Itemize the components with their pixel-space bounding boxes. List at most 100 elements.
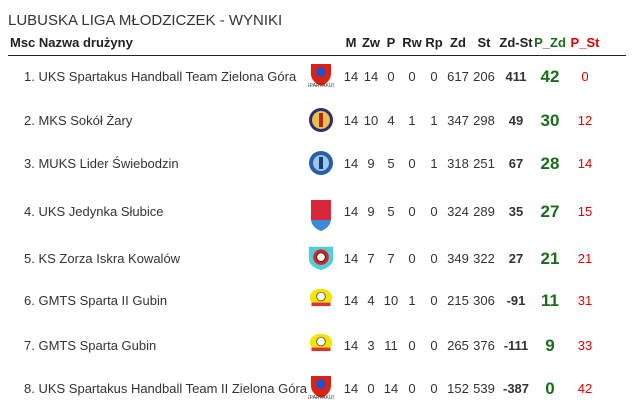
team-name: 8. UKS Spartakus Handball Team II Zielon…: [24, 381, 308, 396]
cell-m: 14: [343, 156, 359, 171]
cell-zdst: 35: [508, 204, 524, 219]
cell-rp: 0: [430, 204, 438, 219]
cell-pzd: 21: [540, 249, 560, 268]
cell-rw: 1: [408, 293, 416, 308]
cell-zw: 9: [367, 156, 375, 171]
spartakus-logo-icon: SPARTAKUS: [306, 63, 336, 89]
cell-m: 14: [343, 381, 359, 396]
cell-zw: 10: [363, 113, 379, 128]
header-p: P: [386, 35, 396, 50]
svg-text:SPARTAKUS: SPARTAKUS: [308, 83, 334, 89]
team-name: 4. UKS Jedynka Słubice: [24, 204, 164, 219]
header-st: St: [477, 35, 491, 50]
cell-rw: 1: [408, 113, 416, 128]
cell-m: 14: [343, 204, 359, 219]
cell-zw: 4: [367, 293, 375, 308]
header-zw: Zw: [361, 35, 381, 50]
cell-rw: 0: [408, 69, 416, 84]
cell-rw: 0: [408, 156, 416, 171]
cell-pzd: 28: [540, 154, 560, 173]
team-name: 5. KS Zorza Iskra Kowalów: [24, 251, 181, 266]
cell-p: 11: [384, 338, 398, 353]
header-divider: [8, 55, 626, 56]
cell-zdst: 27: [508, 251, 524, 266]
cell-rp: 1: [430, 156, 438, 171]
cell-m: 14: [343, 69, 359, 84]
svg-text:SPARTAKUS: SPARTAKUS: [308, 395, 334, 401]
header-m: M: [345, 35, 357, 50]
header-pst: P_St: [570, 35, 600, 50]
team-name: 6. GMTS Sparta II Gubin: [24, 293, 168, 308]
cell-rw: 0: [408, 381, 416, 396]
cell-st: 206: [473, 69, 495, 84]
cell-p: 7: [387, 251, 395, 266]
cell-zw: 14: [363, 69, 379, 84]
cell-zd: 349: [447, 251, 469, 266]
cell-zw: 9: [367, 204, 375, 219]
cell-zd: 265: [447, 338, 469, 353]
cell-zdst: 49: [508, 113, 524, 128]
cell-pst: 15: [577, 204, 593, 219]
cell-p: 0: [387, 69, 395, 84]
cell-p: 5: [387, 204, 395, 219]
cell-pst: 31: [577, 293, 593, 308]
header-zd: Zd: [450, 35, 466, 50]
sparta-logo-icon: [308, 332, 334, 358]
cell-st: 322: [473, 251, 495, 266]
cell-rp: 0: [430, 381, 438, 396]
cell-zd: 215: [447, 293, 469, 308]
cell-pst: 42: [577, 381, 593, 396]
cell-zw: 7: [367, 251, 375, 266]
cell-p: 4: [387, 113, 395, 128]
cell-pzd: 0: [545, 379, 555, 398]
cell-zdst: -111: [503, 338, 529, 353]
cell-st: 376: [473, 338, 495, 353]
cell-pst: 21: [577, 251, 593, 266]
cell-pst: 14: [577, 156, 593, 171]
cell-pst: 33: [577, 338, 593, 353]
cell-m: 14: [343, 293, 359, 308]
spartakus-logo-icon: SPARTAKUS: [306, 375, 336, 401]
cell-zd: 318: [447, 156, 469, 171]
cell-pzd: 42: [540, 67, 560, 86]
cell-p: 14: [383, 381, 399, 396]
cell-zd: 617: [447, 69, 469, 84]
team-name: 3. MUKS Lider Świebodzin: [24, 156, 179, 171]
cell-zdst: -91: [506, 293, 526, 308]
cell-m: 14: [343, 113, 359, 128]
cell-rp: 1: [430, 113, 438, 128]
cell-zw: 0: [367, 381, 375, 396]
cell-rw: 0: [408, 338, 416, 353]
cell-pzd: 11: [541, 291, 559, 310]
header-rp: Rp: [425, 35, 443, 50]
zorza-logo-icon: [308, 245, 334, 271]
team-name: 2. MKS Sokół Żary: [24, 113, 133, 128]
cell-st: 251: [473, 156, 495, 171]
cell-rw: 0: [408, 204, 416, 219]
cell-m: 14: [343, 251, 359, 266]
cell-m: 14: [343, 338, 359, 353]
header-zdst: Zd-St: [499, 35, 533, 50]
cell-rp: 0: [430, 69, 438, 84]
sokol-logo-icon: [308, 107, 334, 133]
header-rw: Rw: [402, 35, 422, 50]
cell-zdst: 67: [508, 156, 524, 171]
cell-pst: 0: [581, 69, 589, 84]
cell-st: 539: [473, 381, 495, 396]
cell-zd: 152: [447, 381, 469, 396]
jedynka-logo-icon: [308, 198, 334, 231]
cell-rw: 0: [408, 251, 416, 266]
cell-pzd: 27: [540, 202, 560, 221]
cell-pzd: 30: [540, 111, 560, 130]
header-msc-name: Msc Nazwa drużyny: [10, 35, 133, 50]
team-name: 1. UKS Spartakus Handball Team Zielona G…: [24, 69, 297, 84]
cell-st: 306: [473, 293, 495, 308]
cell-st: 298: [473, 113, 495, 128]
cell-zdst: 411: [505, 69, 527, 84]
cell-rp: 0: [430, 338, 438, 353]
team-name: 7. GMTS Sparta Gubin: [24, 338, 157, 353]
sparta-logo-icon: [308, 287, 334, 313]
cell-rp: 0: [430, 251, 438, 266]
cell-zdst: -387: [502, 381, 530, 396]
lider-logo-icon: [308, 150, 334, 176]
